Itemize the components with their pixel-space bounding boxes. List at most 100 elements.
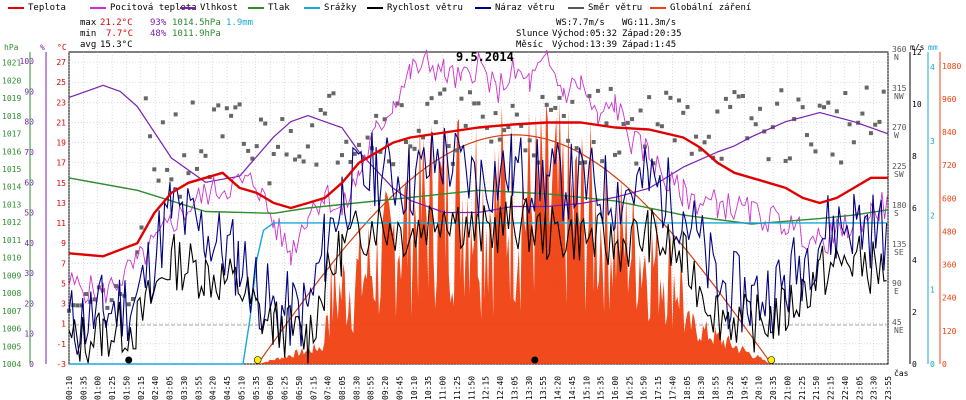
legend-feels[interactable]: Pocitová teplota	[90, 2, 197, 14]
wind-direction-point	[152, 167, 157, 172]
x-tick-label: 21:50	[812, 376, 821, 400]
solar-clear-sky-curve	[257, 134, 771, 365]
wind-direction-point	[864, 85, 869, 90]
humidity-tick-label: 60	[24, 178, 34, 187]
wind-speed-line	[68, 195, 887, 364]
wind-direction-point	[634, 161, 639, 166]
wind-direction-point	[822, 105, 827, 110]
wind-direction-point	[578, 160, 583, 165]
wind-direction-point	[647, 95, 652, 100]
wind-direction-point	[706, 134, 711, 139]
legend-humidity[interactable]: Vlhkost	[180, 2, 238, 14]
solar-tick-label: 480	[942, 227, 957, 236]
x-tick-label: 09:45	[395, 376, 404, 400]
legend-pressure[interactable]: Tlak	[248, 2, 290, 14]
wind-direction-point	[613, 152, 617, 157]
pressure-tick-label: 1004	[2, 360, 21, 369]
x-tick-label: 20:35	[769, 376, 778, 400]
direction-tick-value: 360	[892, 45, 907, 54]
rain-tick-label: 4	[930, 63, 935, 72]
wind-direction-point	[787, 156, 792, 161]
temperature-tick-label: 17	[56, 159, 66, 168]
stat-max-hum: 93%	[150, 18, 167, 28]
pressure-tick-label: 1007	[2, 307, 21, 316]
wind-direction-point	[638, 108, 643, 113]
wind-direction-point	[506, 125, 511, 130]
stat-min-press: 1011.9hPa	[172, 29, 221, 39]
solar-radiation-area	[257, 101, 772, 364]
legend-solar[interactable]: Globální záření	[650, 2, 751, 14]
wind-direction-point	[745, 136, 750, 141]
direction-tick-value: 135	[892, 240, 907, 249]
stat-max-temp: 21.2°C	[100, 18, 133, 28]
moonset-marker	[125, 356, 133, 364]
wind-direction-point	[809, 142, 814, 147]
wind-direction-point	[126, 302, 131, 307]
pressure-tick-label: 1020	[2, 76, 21, 85]
temperature-tick-label: 13	[56, 199, 66, 208]
wind-direction-point	[224, 106, 229, 111]
wind-direction-point	[403, 139, 408, 144]
wind-direction-point	[246, 148, 251, 153]
wind-direction-point	[421, 135, 426, 140]
legend-rain[interactable]: Srážky	[304, 2, 357, 14]
wind-direction-point	[250, 156, 255, 161]
solar-tick-label: 960	[942, 95, 957, 104]
rain-tick-label: 0	[930, 360, 935, 369]
sun-rise: Východ:05:32	[552, 29, 618, 39]
wind-direction-point	[105, 305, 110, 310]
wind-direction-point	[301, 159, 306, 164]
legend-temp[interactable]: Teplota	[8, 2, 66, 14]
stat-min-temp: 7.7°C	[106, 29, 134, 39]
x-tick-label: 07:15	[309, 376, 318, 400]
x-tick-label: 17:15	[654, 376, 663, 400]
wind-direction-point	[749, 116, 754, 121]
wind-direction-point	[502, 128, 507, 133]
x-tick-label: 17:40	[668, 376, 677, 400]
humidity-tick-label: 20	[24, 299, 34, 308]
wind-direction-point	[148, 134, 153, 139]
temperature-tick-label: 3	[61, 300, 66, 309]
chart-title-date: 9.5.2014	[456, 50, 514, 64]
x-tick-label: 12:15	[482, 376, 491, 400]
legend-wind[interactable]: Rychlost větru	[367, 2, 463, 14]
humidity-tick-label: 50	[24, 209, 34, 218]
wind-direction-point	[566, 138, 571, 143]
wind-direction-point	[459, 96, 464, 101]
wind-direction-point	[113, 284, 118, 289]
pressure-tick-label: 1012	[2, 218, 21, 227]
rain-axis-title: mm	[928, 43, 938, 52]
wind-direction-point	[276, 144, 281, 149]
wind-direction-point	[92, 297, 97, 302]
wind-direction-point	[335, 160, 340, 165]
wind-direction-point	[182, 153, 187, 158]
solar-tick-label: 720	[942, 161, 957, 170]
moon-rise: Východ:13:39	[552, 40, 618, 50]
wind-direction-point	[549, 107, 554, 112]
wind-tick-label: 4	[912, 256, 917, 265]
legend-direction[interactable]: Směr větru	[568, 2, 642, 14]
wind-direction-point	[408, 144, 413, 149]
wind-direction-point	[574, 146, 579, 151]
wind-direction-point	[267, 181, 272, 186]
pressure-tick-label: 1013	[2, 200, 21, 209]
humidity-tick-label: 70	[24, 148, 34, 157]
wind-tick-label: 2	[912, 308, 917, 317]
x-tick-label: 05:35	[252, 376, 261, 400]
x-tick-label: 05:10	[237, 376, 246, 400]
x-tick-label: 16:25	[625, 376, 634, 400]
x-tick-label: 19:45	[740, 376, 749, 400]
wind-direction-point	[497, 137, 502, 142]
wind-direction-point	[340, 153, 344, 158]
direction-tick-value: 90	[892, 279, 902, 288]
stat-min-label: min	[80, 29, 97, 39]
pressure-tick-label: 1008	[2, 289, 21, 298]
wind-direction-point	[723, 96, 728, 101]
legend-gust[interactable]: Náraz větru	[475, 2, 555, 14]
temperature-tick-label: 19	[56, 139, 66, 148]
wind-direction-point	[135, 250, 140, 255]
wind-direction-point	[348, 160, 353, 165]
wind-direction-point	[203, 153, 208, 158]
wind-direction-point	[600, 159, 605, 164]
